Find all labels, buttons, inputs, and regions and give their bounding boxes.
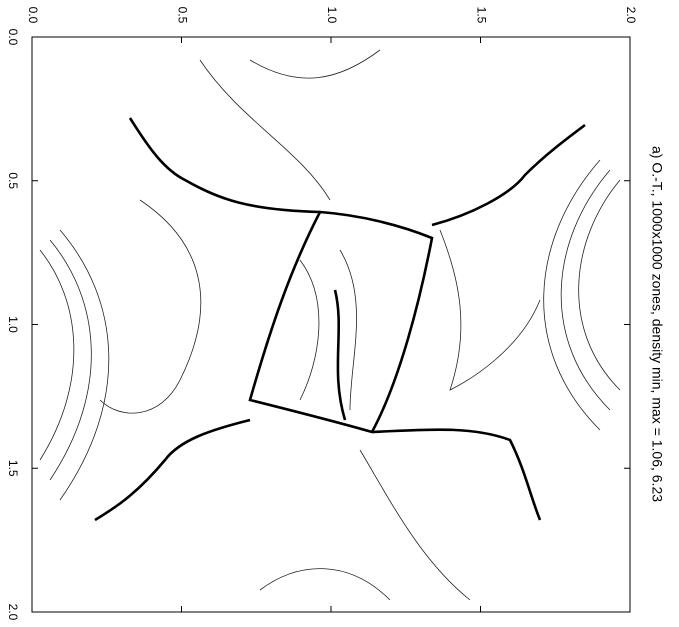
contour-line — [39, 249, 75, 461]
contour-field — [39, 49, 621, 601]
contour-line — [199, 59, 331, 201]
contour-line — [578, 179, 621, 391]
x-tick-label: 1.0 — [325, 7, 339, 24]
contour-line — [543, 159, 601, 431]
plot-frame — [31, 36, 631, 613]
x-tick-label: 2.0 — [624, 7, 638, 24]
y-tick-label: 1.5 — [6, 460, 20, 477]
contour-line — [560, 169, 611, 411]
shock-line — [248, 210, 434, 434]
contour-line — [249, 49, 381, 79]
contour-line — [259, 568, 391, 601]
contour-line — [299, 259, 320, 401]
contour-line — [359, 449, 471, 601]
contour-line — [439, 229, 541, 391]
contour-line — [49, 239, 92, 481]
x-tick-label: 0.5 — [175, 7, 189, 24]
y-tick-label: 0.0 — [6, 29, 20, 46]
y-tick-label: 2.0 — [6, 604, 20, 621]
y-tick-label: 1.0 — [6, 316, 20, 333]
contour-line — [59, 229, 110, 501]
shock-line — [128, 117, 321, 214]
shock-line — [371, 428, 542, 521]
shock-line — [94, 418, 251, 522]
shock-line — [431, 123, 586, 227]
contour-line — [339, 249, 357, 411]
x-tick-label: 0.0 — [26, 7, 40, 24]
contour-line — [99, 199, 202, 414]
shock-line — [333, 289, 347, 421]
chart-title: a) O.-T., 1000x1000 zones, density min, … — [649, 146, 665, 502]
x-tick-label: 1.5 — [474, 7, 488, 24]
y-tick-label: 0.5 — [6, 172, 20, 189]
